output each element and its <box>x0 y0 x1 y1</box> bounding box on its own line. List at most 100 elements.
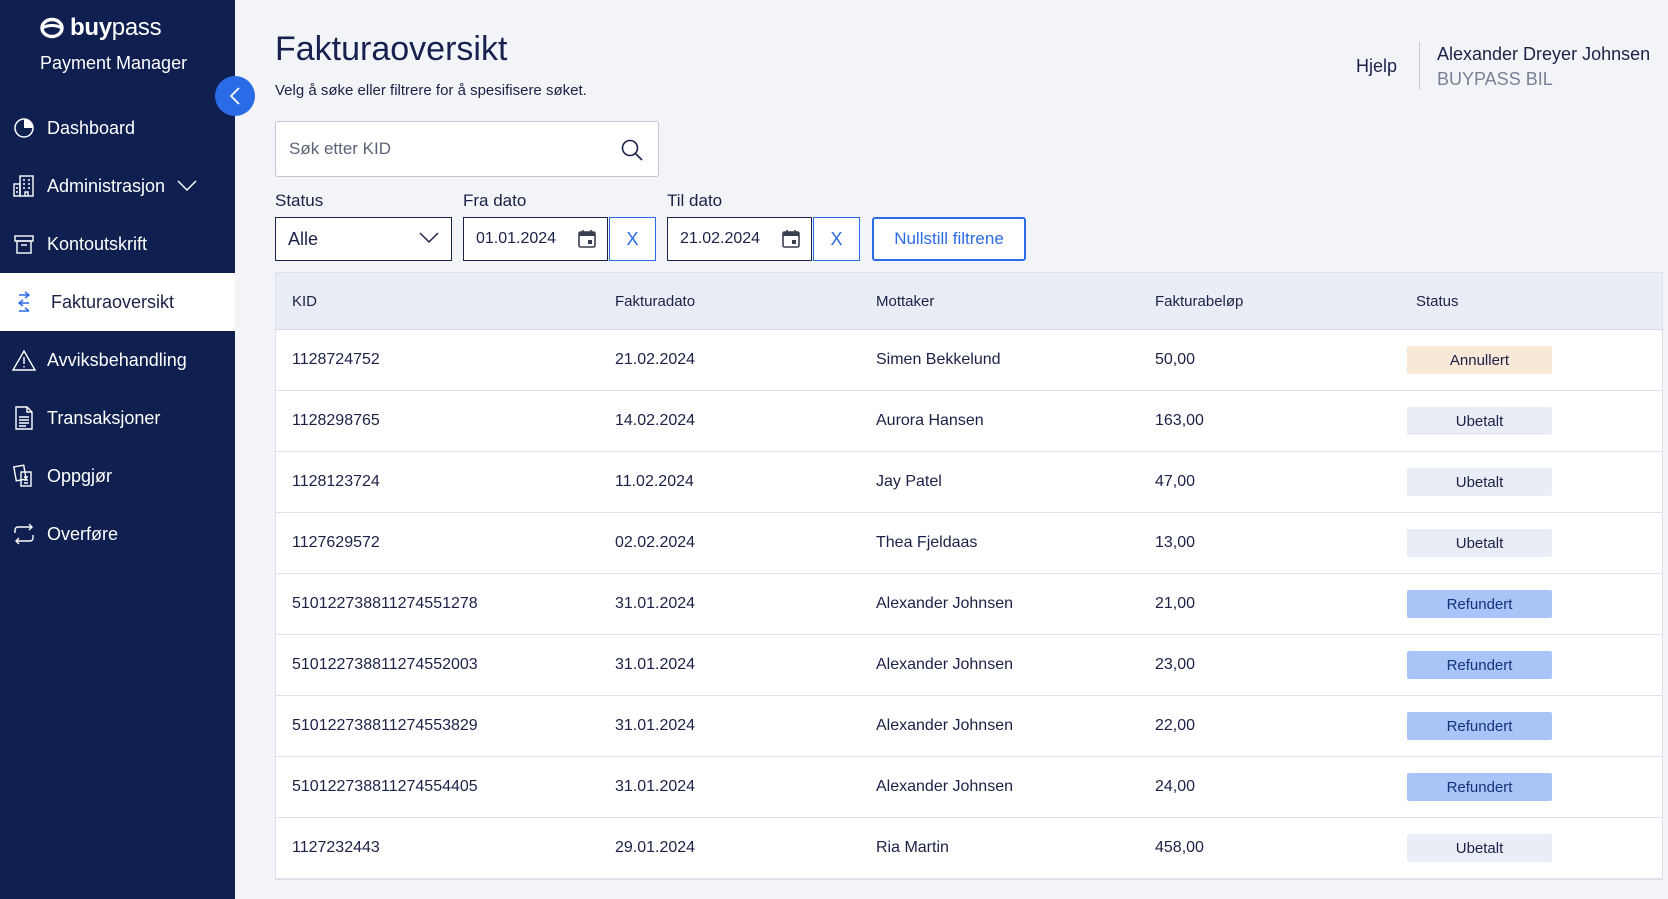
search-icon[interactable] <box>620 138 644 162</box>
table-row[interactable]: 510122738811274552003 31.01.2024 Alexander… <box>276 635 1662 696</box>
recipient-cell: Jay Patel <box>876 473 942 490</box>
reset-filters-button[interactable]: Nullstill filtrene <box>872 217 1026 261</box>
page-title: Fakturaoversikt <box>275 30 508 68</box>
status-badge: Ubetalt <box>1407 407 1552 435</box>
kid-cell: 1128724752 <box>292 351 380 368</box>
column-header-fakturabelop[interactable]: Fakturabeløp <box>1155 292 1244 310</box>
chevron-down-icon <box>177 180 197 192</box>
sidebar-item-oppgjor[interactable]: Oppgjør <box>0 447 235 505</box>
invoice-date-cell: 02.02.2024 <box>615 534 696 551</box>
table-body: 1128724752 21.02.2024 Simen Bekkelund 50,00… <box>276 330 1662 879</box>
status-badge: Annullert <box>1407 346 1552 374</box>
column-header-kid[interactable]: KID <box>292 292 318 310</box>
recipient-cell: Simen Bekkelund <box>876 351 1001 368</box>
status-badge: Refundert <box>1407 773 1552 801</box>
status-badge: Refundert <box>1407 651 1552 679</box>
recipient-cell: Alexander Johnsen <box>876 656 1013 673</box>
invoice-date-cell: 29.01.2024 <box>615 839 696 856</box>
user-divider <box>1419 42 1420 90</box>
product-name: Payment Manager <box>40 53 188 73</box>
table-row[interactable]: 1128123724 11.02.2024 Jay Patel 47,00 Ubetal… <box>276 452 1662 513</box>
buypass-logo-icon <box>40 17 64 39</box>
from-date-input[interactable]: 01.01.2024 <box>463 217 608 261</box>
status-filter-value: Alle <box>288 228 319 249</box>
invoice-date-cell: 14.02.2024 <box>615 412 696 429</box>
calendar-icon[interactable] <box>781 229 801 249</box>
kid-search-box <box>275 121 659 177</box>
invoice-date-cell: 31.01.2024 <box>615 778 696 795</box>
user-name[interactable]: Alexander Dreyer Johnsen <box>1437 44 1651 64</box>
archive-icon <box>12 232 36 256</box>
pie-chart-icon <box>12 116 36 140</box>
recipient-cell: Alexander Johnsen <box>876 717 1013 734</box>
amount-cell: 24,00 <box>1155 778 1196 795</box>
repeat-icon <box>12 522 36 546</box>
invoice-date-cell: 31.01.2024 <box>615 656 696 673</box>
invoice-date-cell: 31.01.2024 <box>615 717 696 734</box>
invoice-date-cell: 31.01.2024 <box>615 595 696 612</box>
table-row[interactable]: 510122738811274554405 31.01.2024 Alexander… <box>276 757 1662 818</box>
amount-cell: 458,00 <box>1155 839 1204 856</box>
recipient-cell: Alexander Johnsen <box>876 595 1013 612</box>
calendar-icon[interactable] <box>577 229 597 249</box>
sidebar-item-kontoutskrift[interactable]: Kontoutskrift <box>0 215 235 273</box>
clear-to-date-button[interactable]: X <box>813 217 860 261</box>
kid-cell: 1128123724 <box>292 473 380 490</box>
column-header-fakturadato[interactable]: Fakturadato <box>615 292 696 310</box>
amount-cell: 50,00 <box>1155 351 1196 368</box>
table-row[interactable]: 1127232443 29.01.2024 Ria Martin 458,00 Ubet… <box>276 818 1662 879</box>
sidebar-item-label: Fakturaoversikt <box>51 291 175 312</box>
column-header-mottaker[interactable]: Mottaker <box>876 292 935 310</box>
to-date-label: Til dato <box>667 191 723 210</box>
main-content: Fakturaoversikt Velg å søke eller filtre… <box>235 0 1668 899</box>
brand-name: buypass <box>70 14 162 41</box>
sidebar-item-avviksbehandling[interactable]: Avviksbehandling <box>0 331 235 389</box>
kid-cell: 510122738811274552003 <box>292 656 478 673</box>
kid-cell: 510122738811274554405 <box>292 778 478 795</box>
sidebar-item-overfore[interactable]: Overføre <box>0 505 235 563</box>
table-row[interactable]: 510122738811274553829 31.01.2024 Alexander… <box>276 696 1662 757</box>
recipient-cell: Alexander Johnsen <box>876 778 1013 795</box>
recipient-cell: Thea Fjeldaas <box>876 534 978 551</box>
status-filter-select[interactable]: Alle <box>275 217 452 261</box>
sidebar-item-label: Administrasjon <box>47 175 166 196</box>
kid-search-input[interactable] <box>289 139 609 159</box>
help-link[interactable]: Hjelp <box>1356 56 1398 76</box>
amount-cell: 13,00 <box>1155 534 1196 551</box>
sidebar-item-label: Dashboard <box>47 117 136 138</box>
chevron-left-icon <box>229 87 240 105</box>
sidebar-item-fakturaoversikt[interactable]: Fakturaoversikt <box>0 273 235 331</box>
collapse-sidebar-button[interactable] <box>215 76 255 116</box>
user-organization: BUYPASS BIL <box>1437 69 1553 89</box>
sidebar: buypass Payment Manager Dashboard Admini… <box>0 0 235 899</box>
chevron-down-icon <box>419 232 439 244</box>
transfer-arrows-icon <box>12 290 36 314</box>
table-row[interactable]: 1128724752 21.02.2024 Simen Bekkelund 50,00… <box>276 330 1662 391</box>
to-date-input[interactable]: 21.02.2024 <box>667 217 812 261</box>
from-date-value: 01.01.2024 <box>476 230 557 247</box>
amount-cell: 21,00 <box>1155 595 1196 612</box>
sidebar-item-dashboard[interactable]: Dashboard <box>0 99 235 157</box>
kid-cell: 1128298765 <box>292 412 380 429</box>
brand-logo[interactable]: buypass <box>40 14 162 42</box>
table-row[interactable]: 1128298765 14.02.2024 Aurora Hansen 163,00 U… <box>276 391 1662 452</box>
invoice-table: KID Fakturadato Mottaker Fakturabeløp St… <box>275 272 1663 880</box>
settlement-icon <box>12 464 36 488</box>
status-filter-label: Status <box>275 191 324 210</box>
sidebar-item-label: Transaksjoner <box>47 407 161 428</box>
sidebar-item-administrasjon[interactable]: Administrasjon <box>0 157 235 215</box>
status-badge: Ubetalt <box>1407 529 1552 557</box>
column-header-status[interactable]: Status <box>1416 292 1459 310</box>
clear-from-date-button[interactable]: X <box>609 217 656 261</box>
kid-cell: 1127232443 <box>292 839 380 856</box>
page-subtitle: Velg å søke eller filtrere for å spesifi… <box>275 82 587 99</box>
table-row[interactable]: 1127629572 02.02.2024 Thea Fjeldaas 13,00 Ub… <box>276 513 1662 574</box>
sidebar-item-transaksjoner[interactable]: Transaksjoner <box>0 389 235 447</box>
recipient-cell: Ria Martin <box>876 839 949 856</box>
status-badge: Ubetalt <box>1407 834 1552 862</box>
sidebar-item-label: Avviksbehandling <box>47 349 187 370</box>
table-row[interactable]: 510122738811274551278 31.01.2024 Alexander… <box>276 574 1662 635</box>
kid-cell: 510122738811274553829 <box>292 717 478 734</box>
invoice-date-cell: 11.02.2024 <box>615 473 694 490</box>
to-date-value: 21.02.2024 <box>680 230 761 247</box>
